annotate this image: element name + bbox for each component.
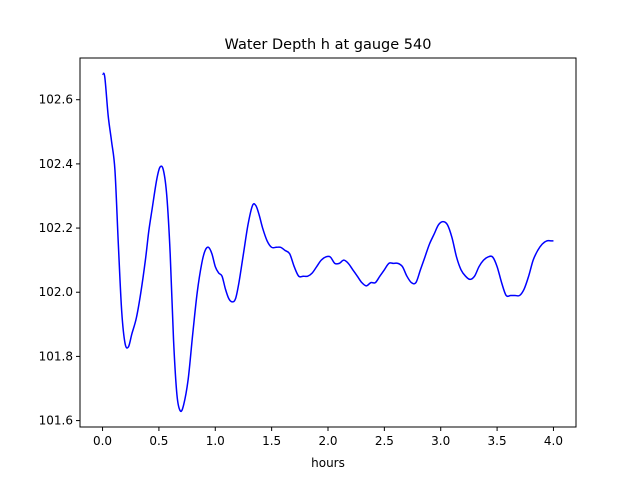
- x-tick-label: 2.0: [318, 434, 337, 448]
- x-tick-label: 1.0: [206, 434, 225, 448]
- x-axis-ticks: 0.0 0.5 1.0 1.5 2.0 2.5 3.0 3.5 4.0: [93, 427, 563, 448]
- y-tick-label: 102.4: [39, 157, 73, 171]
- plot-area-frame: [79, 57, 577, 428]
- series-layer: [101, 72, 554, 413]
- series-line: [101, 72, 554, 413]
- y-tick-label: 101.6: [39, 414, 73, 428]
- x-tick-label: 3.0: [431, 434, 450, 448]
- y-axis-ticks: 101.6 101.8 102.0 102.2 102.4 102.6: [39, 93, 80, 428]
- x-tick-label: 3.5: [488, 434, 507, 448]
- x-tick-label: 4.0: [544, 434, 563, 448]
- y-tick-label: 102.6: [39, 93, 73, 107]
- y-tick-label: 102.0: [39, 285, 73, 299]
- y-tick-label: 101.8: [39, 349, 73, 363]
- chart-title: Water Depth h at gauge 540: [225, 37, 432, 53]
- x-tick-label: 0.5: [149, 434, 168, 448]
- x-tick-label: 1.5: [262, 434, 281, 448]
- x-tick-label: 2.5: [375, 434, 394, 448]
- x-axis-label: hours: [311, 456, 345, 470]
- y-tick-label: 102.2: [39, 221, 73, 235]
- x-tick-label: 0.0: [93, 434, 112, 448]
